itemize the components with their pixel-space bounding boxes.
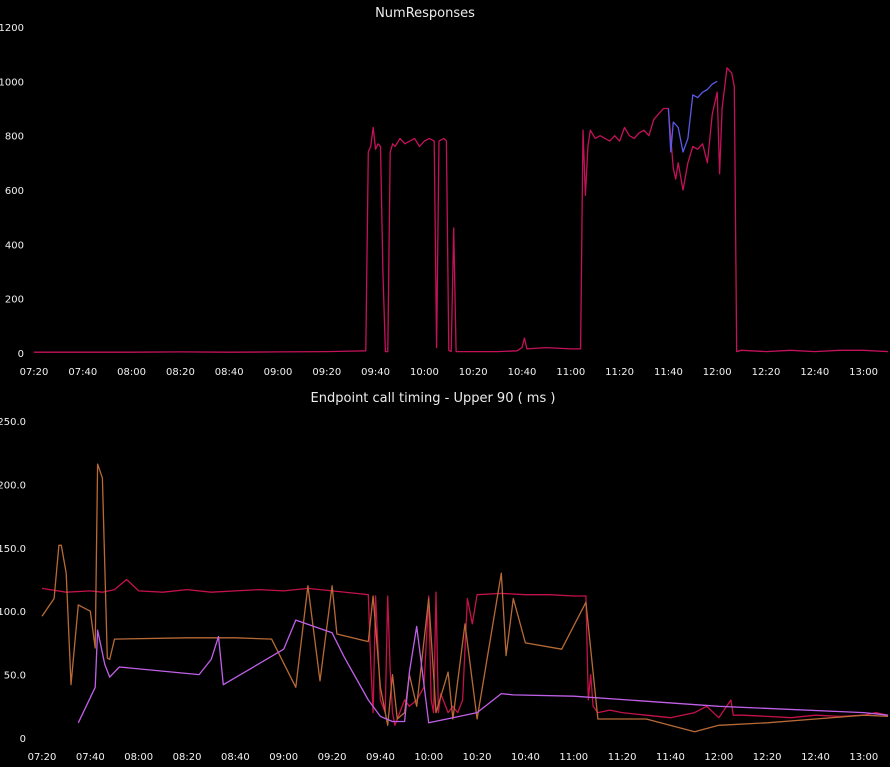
x-tick-label: 11:20 <box>605 367 634 378</box>
x-tick-label: 11:00 <box>556 367 585 378</box>
x-tick-label: 10:20 <box>463 752 492 763</box>
y-tick-label: 250.0 <box>0 417 26 428</box>
x-tick-label: 09:20 <box>318 752 347 763</box>
x-tick-label: 10:40 <box>508 367 537 378</box>
x-tick-label: 09:20 <box>312 367 341 378</box>
series-line-1 <box>41 463 889 733</box>
y-tick-label: 0 <box>18 349 24 360</box>
series-line-1 <box>667 80 718 153</box>
x-axis-ticks: 07:20 07:40 08:00 08:20 08:40 09:00 09:20 09:40… <box>20 367 878 378</box>
x-tick-label: 10:40 <box>511 752 540 763</box>
x-tick-label: 08:00 <box>117 367 146 378</box>
x-tick-label: 13:00 <box>849 367 878 378</box>
numresponses-chart: NumResponses 0 200 400 600 800 1000 1200 07:20… <box>0 6 889 378</box>
x-tick-label: 12:00 <box>703 367 732 378</box>
x-tick-label: 08:00 <box>124 752 153 763</box>
x-tick-label: 09:00 <box>269 752 298 763</box>
x-tick-label: 11:40 <box>654 367 683 378</box>
x-tick-label: 07:40 <box>76 752 105 763</box>
series-line-0 <box>41 578 889 726</box>
x-tick-label: 10:20 <box>459 367 488 378</box>
x-tick-label: 12:20 <box>752 367 781 378</box>
series-lines <box>34 67 889 353</box>
x-tick-label: 08:40 <box>221 752 250 763</box>
series-line-0 <box>34 67 889 353</box>
chart-title: NumResponses <box>375 6 475 21</box>
y-tick-label: 200.0 <box>0 480 26 491</box>
x-tick-label: 12:40 <box>801 752 830 763</box>
endpoint-timing-chart: Endpoint call timing - Upper 90 ( ms ) 0… <box>0 391 889 763</box>
y-axis-ticks: 0 200 400 600 800 1000 1200 <box>0 23 24 360</box>
y-tick-label: 1200 <box>0 23 24 34</box>
y-tick-label: 1000 <box>0 77 24 88</box>
x-tick-label: 08:20 <box>166 367 195 378</box>
y-tick-label: 200 <box>5 295 24 306</box>
x-tick-label: 11:20 <box>608 752 637 763</box>
y-tick-label: 0 <box>20 734 26 745</box>
y-tick-label: 50.0 <box>4 671 26 682</box>
x-tick-label: 11:40 <box>656 752 685 763</box>
y-tick-label: 100.0 <box>0 607 26 618</box>
x-tick-label: 11:00 <box>559 752 588 763</box>
x-tick-label: 07:20 <box>20 367 49 378</box>
x-tick-label: 12:20 <box>753 752 782 763</box>
x-tick-label: 12:00 <box>704 752 733 763</box>
x-axis-ticks: 07:20 07:40 08:00 08:20 08:40 09:00 09:20 09:40… <box>28 752 879 763</box>
x-tick-label: 10:00 <box>410 367 439 378</box>
x-tick-label: 07:20 <box>28 752 57 763</box>
x-tick-label: 07:40 <box>68 367 97 378</box>
y-axis-ticks: 0 50.0 100.0 150.0 200.0 250.0 <box>0 417 26 745</box>
x-tick-label: 12:40 <box>800 367 829 378</box>
x-tick-label: 08:40 <box>215 367 244 378</box>
chart-title: Endpoint call timing - Upper 90 ( ms ) <box>311 391 556 406</box>
y-tick-label: 400 <box>5 240 24 251</box>
x-tick-label: 09:40 <box>361 367 390 378</box>
x-tick-label: 10:00 <box>414 752 443 763</box>
y-tick-label: 800 <box>5 132 24 143</box>
x-tick-label: 09:00 <box>264 367 293 378</box>
x-tick-label: 13:00 <box>849 752 878 763</box>
x-tick-label: 09:40 <box>366 752 395 763</box>
y-tick-label: 150.0 <box>0 544 26 555</box>
y-tick-label: 600 <box>5 186 24 197</box>
series-line-2 <box>77 619 889 724</box>
x-tick-label: 08:20 <box>173 752 202 763</box>
series-lines <box>41 463 889 733</box>
